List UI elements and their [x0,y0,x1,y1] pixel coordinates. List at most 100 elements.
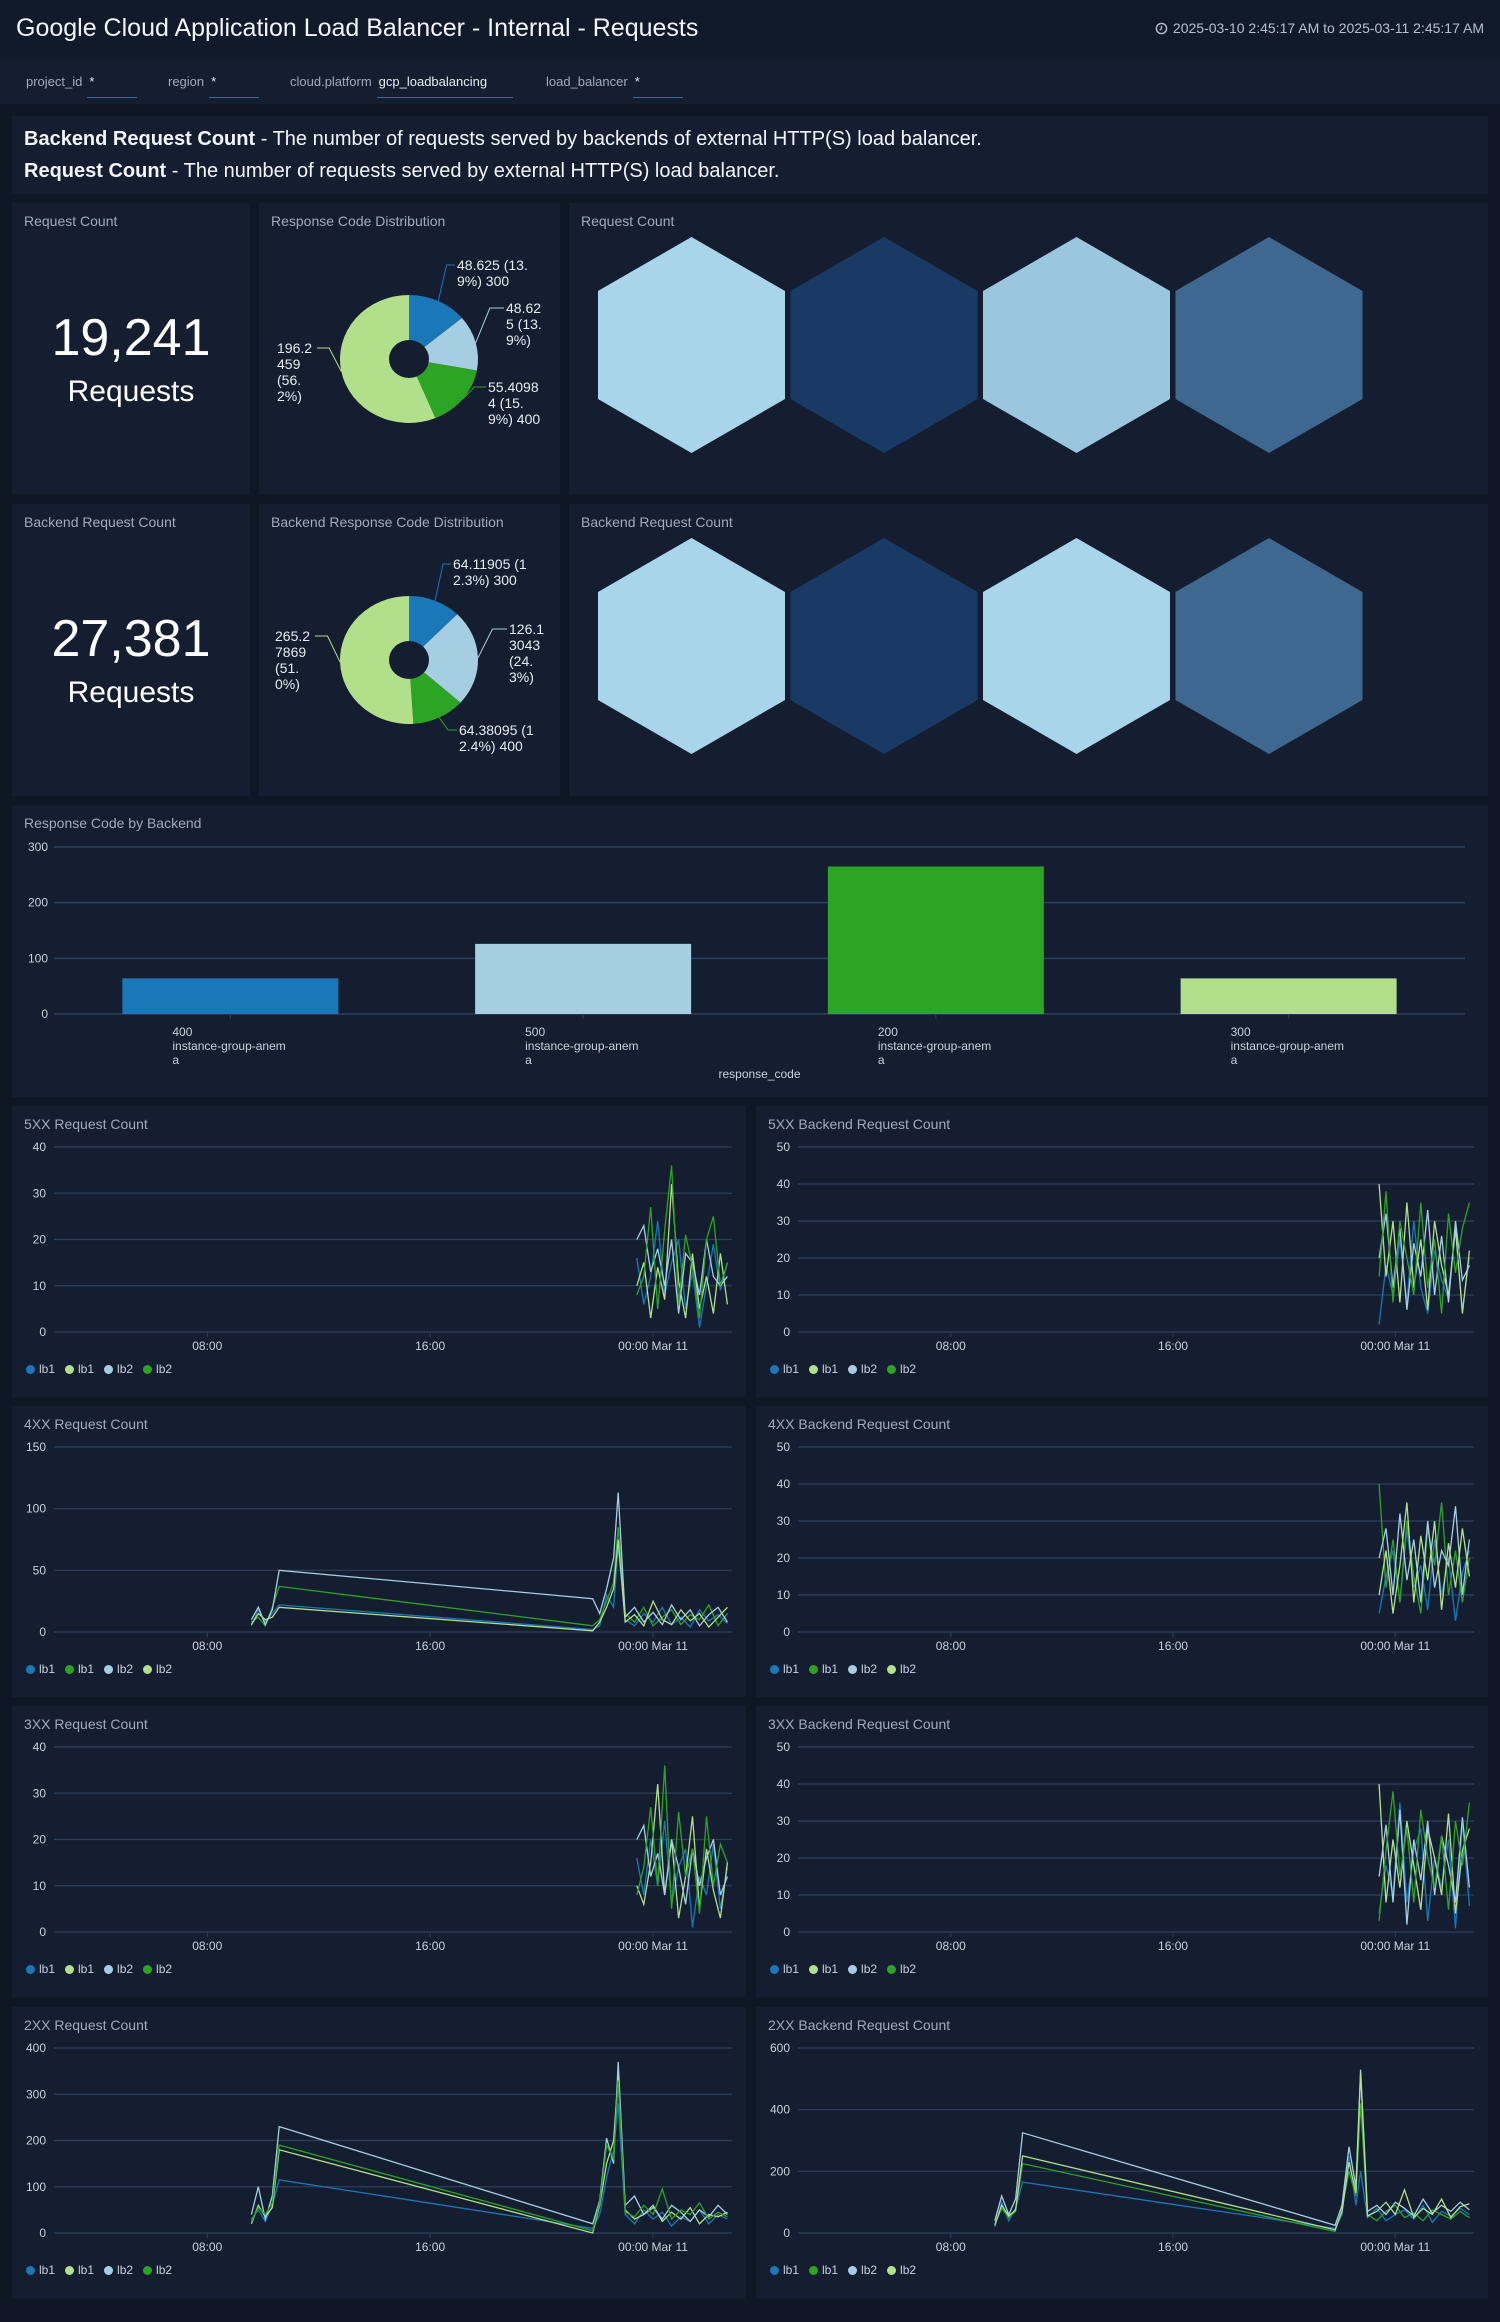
legend-item[interactable]: lb2 [104,2263,133,2277]
honeycomb-cell[interactable] [790,538,978,754]
panel-title: Request Count [24,213,118,229]
series-line-lb2[interactable] [1378,1502,1471,1614]
legend-item[interactable]: lb1 [26,1362,55,1376]
pie-slice[interactable] [409,596,458,660]
legend-item[interactable]: lb2 [104,1662,133,1676]
legend-item[interactable]: lb1 [770,1362,799,1376]
legend-item[interactable]: lb2 [887,2263,916,2277]
filter-cloud-platform[interactable]: cloud.platform gcp_loadbalancing [290,74,513,98]
pie-slice[interactable] [409,295,462,359]
bar[interactable] [1180,978,1397,1014]
series-line-lb2[interactable] [994,2069,1470,2227]
legend-label: lb2 [156,1362,173,1376]
time-range-picker[interactable]: 2025-03-10 2:45:17 AM to 2025-03-11 2:45… [1155,20,1484,36]
series-line-lb1[interactable] [994,2103,1470,2233]
series-line-lb2[interactable] [1378,1791,1471,1921]
legend-item[interactable]: lb2 [848,1962,877,1976]
legend-item[interactable]: lb2 [143,1662,172,1676]
bar[interactable] [122,978,339,1014]
pie-leader-line [437,264,455,302]
legend-item[interactable]: lb2 [848,2263,877,2277]
legend-item[interactable]: lb1 [26,1662,55,1676]
legend-item[interactable]: lb2 [143,1962,172,1976]
legend-swatch [26,1664,35,1674]
legend-label: lb1 [822,1662,839,1676]
series-line-lb2[interactable] [250,1539,728,1632]
legend-item[interactable]: lb1 [26,2263,55,2277]
pie-slice[interactable] [409,660,461,724]
y-tick-label: 20 [777,1851,791,1865]
legend-swatch [809,2265,819,2275]
bar[interactable] [827,866,1044,1014]
honeycomb-cell[interactable] [983,538,1170,754]
filter-value[interactable]: * [632,74,683,98]
filter-load-balancer[interactable]: load_balancer * [546,74,683,98]
chart-legend: lb1 lb1 lb2 lb2 [770,1962,916,1976]
filter-region[interactable]: region * [168,74,260,98]
honeycomb-cell[interactable] [598,538,785,754]
series-line-lb2[interactable] [636,1765,729,1914]
stat-value: 19,241 [51,309,211,367]
pie-slice[interactable] [409,359,477,419]
filter-value[interactable]: * [87,74,138,98]
legend-item[interactable]: lb1 [770,2263,799,2277]
legend-item[interactable]: lb2 [887,1962,916,1976]
pie-slice[interactable] [340,596,414,724]
series-line-lb1[interactable] [636,1183,729,1319]
legend-swatch [65,1364,75,1374]
series-line-lb2[interactable] [994,2072,1470,2231]
legend-item[interactable]: lb2 [143,1362,172,1376]
legend-item[interactable]: lb1 [809,1662,838,1676]
honeycomb-cell[interactable] [790,237,978,453]
series-line-lb2[interactable] [1378,1809,1471,1925]
legend-item[interactable]: lb1 [809,2263,838,2277]
honeycomb-cell[interactable] [598,237,785,453]
legend-item[interactable]: lb1 [65,1962,94,1976]
series-line-lb2[interactable] [250,2061,728,2225]
honeycomb-cell[interactable] [1175,538,1363,754]
x-tick-label: 16:00 [415,1639,445,1653]
legend-item[interactable]: lb1 [809,1962,838,1976]
legend-item[interactable]: lb1 [65,1662,94,1676]
legend-item[interactable]: lb2 [104,1362,133,1376]
series-line-lb2[interactable] [1378,1191,1471,1314]
series-line-lb1[interactable] [1378,1483,1471,1614]
legend-item[interactable]: lb1 [65,1362,94,1376]
legend-item[interactable]: lb1 [26,1962,55,1976]
legend-item[interactable]: lb1 [809,1362,838,1376]
bar[interactable] [475,943,692,1014]
filter-project-id[interactable]: project_id * [26,74,138,98]
panel-title: Backend Request Count [581,514,733,530]
legend-swatch [887,1664,897,1674]
series-line-lb1[interactable] [250,2075,728,2234]
panel-title: Response Code Distribution [271,213,446,229]
series-line-lb2[interactable] [636,1823,729,1905]
legend-item[interactable]: lb2 [143,2263,172,2277]
legend-label: lb2 [861,1662,878,1676]
legend-item[interactable]: lb2 [887,1362,916,1376]
legend-swatch [887,1964,897,1974]
backend-request-count-honeycomb-panel: Backend Request Count [569,504,1488,796]
legend-item[interactable]: lb1 [65,2263,94,2277]
series-line-lb1[interactable] [994,2155,1470,2230]
series-line-lb1[interactable] [636,1783,729,1919]
pie-slice-label: 196.2459 (56.2%) [277,340,313,404]
y-tick-label: 10 [33,1279,47,1293]
series-line-lb1[interactable] [1378,1528,1471,1621]
honeycomb-cell[interactable] [1175,237,1363,453]
filter-value[interactable]: * [209,74,260,98]
series-line-lb2[interactable] [636,1165,729,1319]
legend-item[interactable]: lb2 [848,1362,877,1376]
legend-item[interactable]: lb1 [770,1962,799,1976]
honeycomb-cell[interactable] [983,237,1170,453]
legend-item[interactable]: lb2 [848,1662,877,1676]
filter-value[interactable]: gcp_loadbalancing [376,74,513,98]
series-line-lb2[interactable] [636,1223,728,1314]
y-tick-label: 20 [777,1251,791,1265]
series-line-lb2[interactable] [250,2080,728,2232]
legend-item[interactable]: lb2 [104,1962,133,1976]
pie-slice[interactable] [340,295,436,423]
legend-item[interactable]: lb1 [770,1662,799,1676]
legend-item[interactable]: lb2 [887,1662,916,1676]
pie-slice[interactable] [409,614,478,703]
